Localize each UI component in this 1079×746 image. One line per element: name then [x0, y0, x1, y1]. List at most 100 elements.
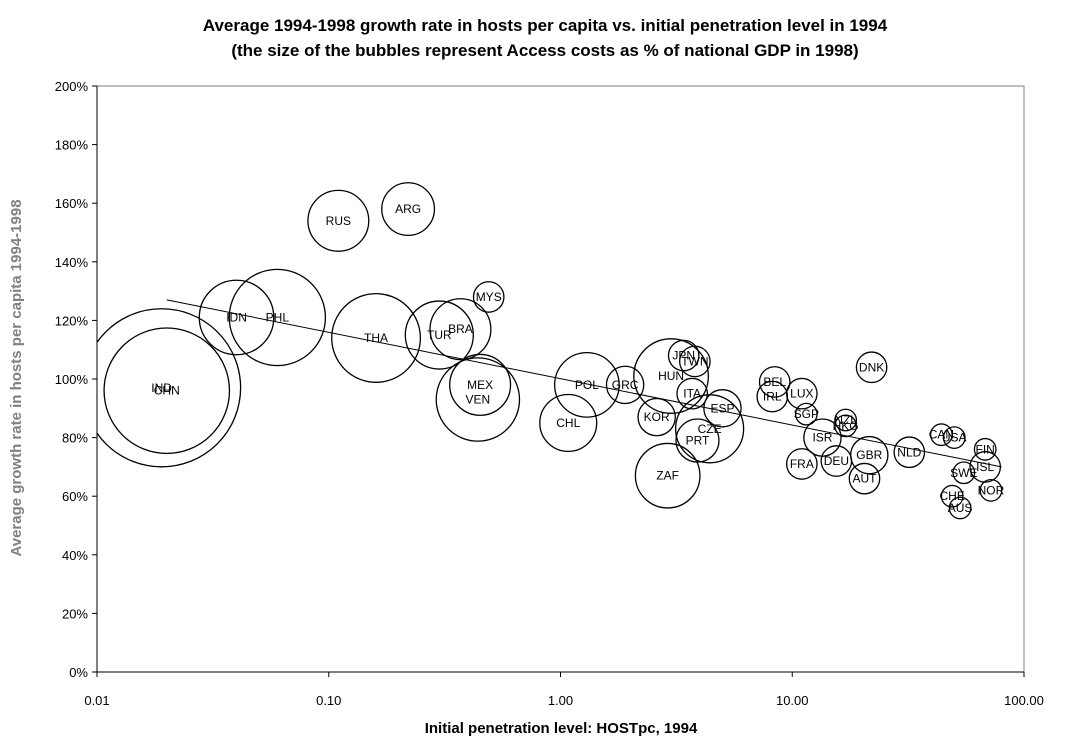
bubble-pol [554, 351, 620, 418]
bubble-chl [539, 393, 598, 453]
y-axis-title: Average growth rate in hosts per capita … [8, 199, 25, 556]
bubble-label-aus: AUS [948, 501, 973, 515]
bubble-label-kor: KOR [644, 410, 670, 424]
y-tick-label: 140% [55, 255, 89, 270]
y-tick-label: 100% [55, 372, 89, 387]
bubble-label-zaf: ZAF [656, 469, 679, 483]
bubble-ita [676, 377, 709, 410]
bubble-kor [637, 397, 676, 437]
bubble-label-mys: MYS [476, 290, 502, 304]
bubble-label-deu: DEU [824, 454, 849, 468]
bubble-label-isl: ISL [976, 460, 994, 474]
bubble-aus [948, 496, 972, 520]
bubble-label-bra: BRA [448, 322, 473, 336]
bubble-grc [605, 365, 645, 405]
bubble-label-twn: TWN [681, 354, 708, 368]
bubble-mys [472, 281, 505, 313]
bubble-aut [848, 462, 881, 495]
y-tick-label: 160% [55, 196, 89, 211]
bubble-label-nzl: NZL [834, 413, 857, 427]
bubble-label-pol: POL [575, 378, 599, 392]
bubble-usa [942, 426, 966, 450]
bubble-prt [675, 418, 720, 463]
bubble-label-che: CHE [940, 489, 965, 503]
y-tick-label: 60% [62, 489, 88, 504]
bubble-nor [979, 478, 1003, 502]
y-tick-label: 120% [55, 313, 89, 328]
x-tick-label: 0.10 [316, 693, 341, 708]
x-axis-title: Initial penetration level: HOSTpc, 1994 [425, 720, 698, 737]
bubble-label-dnk: DNK [859, 360, 884, 374]
bubble-label-prt: PRT [686, 434, 710, 448]
y-tick-label: 40% [62, 548, 88, 563]
bubble-label-lux: LUX [790, 387, 813, 401]
bubble-label-can: CAN [929, 428, 954, 442]
x-tick-label: 10.00 [776, 693, 809, 708]
bubble-label-aut: AUT [852, 472, 877, 486]
y-tick-label: 200% [55, 79, 89, 94]
bubble-label-irl: IRL [763, 390, 782, 404]
bubble-label-phl: PHL [266, 310, 290, 324]
bubble-fin [973, 437, 997, 461]
bubble-lux [785, 377, 818, 410]
bubble-label-bel: BEL [763, 375, 786, 389]
bubble-swe [952, 461, 976, 485]
bubble-nzl [834, 408, 858, 432]
x-tick-label: 100.00 [1004, 693, 1044, 708]
bubble-label-hkg: HKG [833, 419, 859, 433]
bubble-idn [198, 279, 275, 356]
bubble-label-arg: ARG [395, 202, 421, 216]
x-tick-label: 0.01 [84, 693, 109, 708]
bubble-label-cze: CZE [698, 422, 722, 436]
bubble-label-mex: MEX [467, 378, 493, 392]
bubble-label-gbr: GBR [856, 448, 882, 462]
bubble-label-idn: IDN [226, 310, 247, 324]
chart-title: Average 1994-1998 growth rate in hosts p… [203, 16, 888, 35]
y-tick-label: 0% [69, 665, 88, 680]
bubble-che [940, 484, 964, 508]
bubble-label-tha: THA [364, 331, 388, 345]
bubble-label-chl: CHL [556, 416, 580, 430]
bubble-label-ita: ITA [683, 387, 701, 401]
bubble-chn [103, 327, 231, 455]
x-axis-ticks: 0.01 0.10 1.00 10.00 100.00 [84, 672, 1044, 708]
bubble-zaf [634, 442, 701, 509]
bubble-label-rus: RUS [326, 214, 351, 228]
bubble-label-fra: FRA [790, 457, 814, 471]
chart-subtitle: (the size of the bubbles represent Acces… [231, 41, 858, 60]
bubble-label-chn: CHN [154, 384, 180, 398]
bubble-label-sgp: SGP [794, 407, 819, 421]
bubble-tha [331, 292, 422, 383]
y-tick-label: 180% [55, 138, 89, 153]
bubble-sgp [794, 402, 818, 426]
trend-line [166, 299, 1002, 468]
bubble-dnk [855, 351, 888, 384]
bubble-nld [893, 436, 926, 469]
bubble-label-hun: HUN [658, 369, 684, 383]
y-axis-ticks: 0% 20% 40% 60% 80% 100% 120% 140% 160% 180% 200% [55, 79, 97, 680]
y-tick-label: 80% [62, 431, 88, 446]
bubble-tur [404, 300, 474, 370]
x-tick-label: 1.00 [548, 693, 573, 708]
bubble-label-jpn: JPN [672, 349, 695, 363]
bubble-label-usa: USA [942, 431, 967, 445]
bubble-ven [435, 357, 521, 442]
bubble-esp [703, 389, 742, 428]
bubble-label-nor: NOR [978, 483, 1005, 497]
bubble-label-fin: FIN [976, 442, 995, 456]
y-tick-label: 20% [62, 606, 88, 621]
bubble-ind [97, 308, 242, 468]
bubble-mex [449, 353, 512, 416]
bubble-label-swe: SWE [950, 466, 977, 480]
bubble-hkg [834, 414, 858, 438]
bubble-label-nld: NLD [897, 445, 921, 459]
bubble-hun [633, 338, 709, 414]
bubble-deu [820, 445, 853, 477]
bubble-bra [429, 298, 492, 361]
bubble-bel [758, 366, 791, 398]
bubble-rus [307, 189, 370, 252]
bubble-label-esp: ESP [710, 401, 734, 415]
bubble-fra [785, 448, 818, 480]
